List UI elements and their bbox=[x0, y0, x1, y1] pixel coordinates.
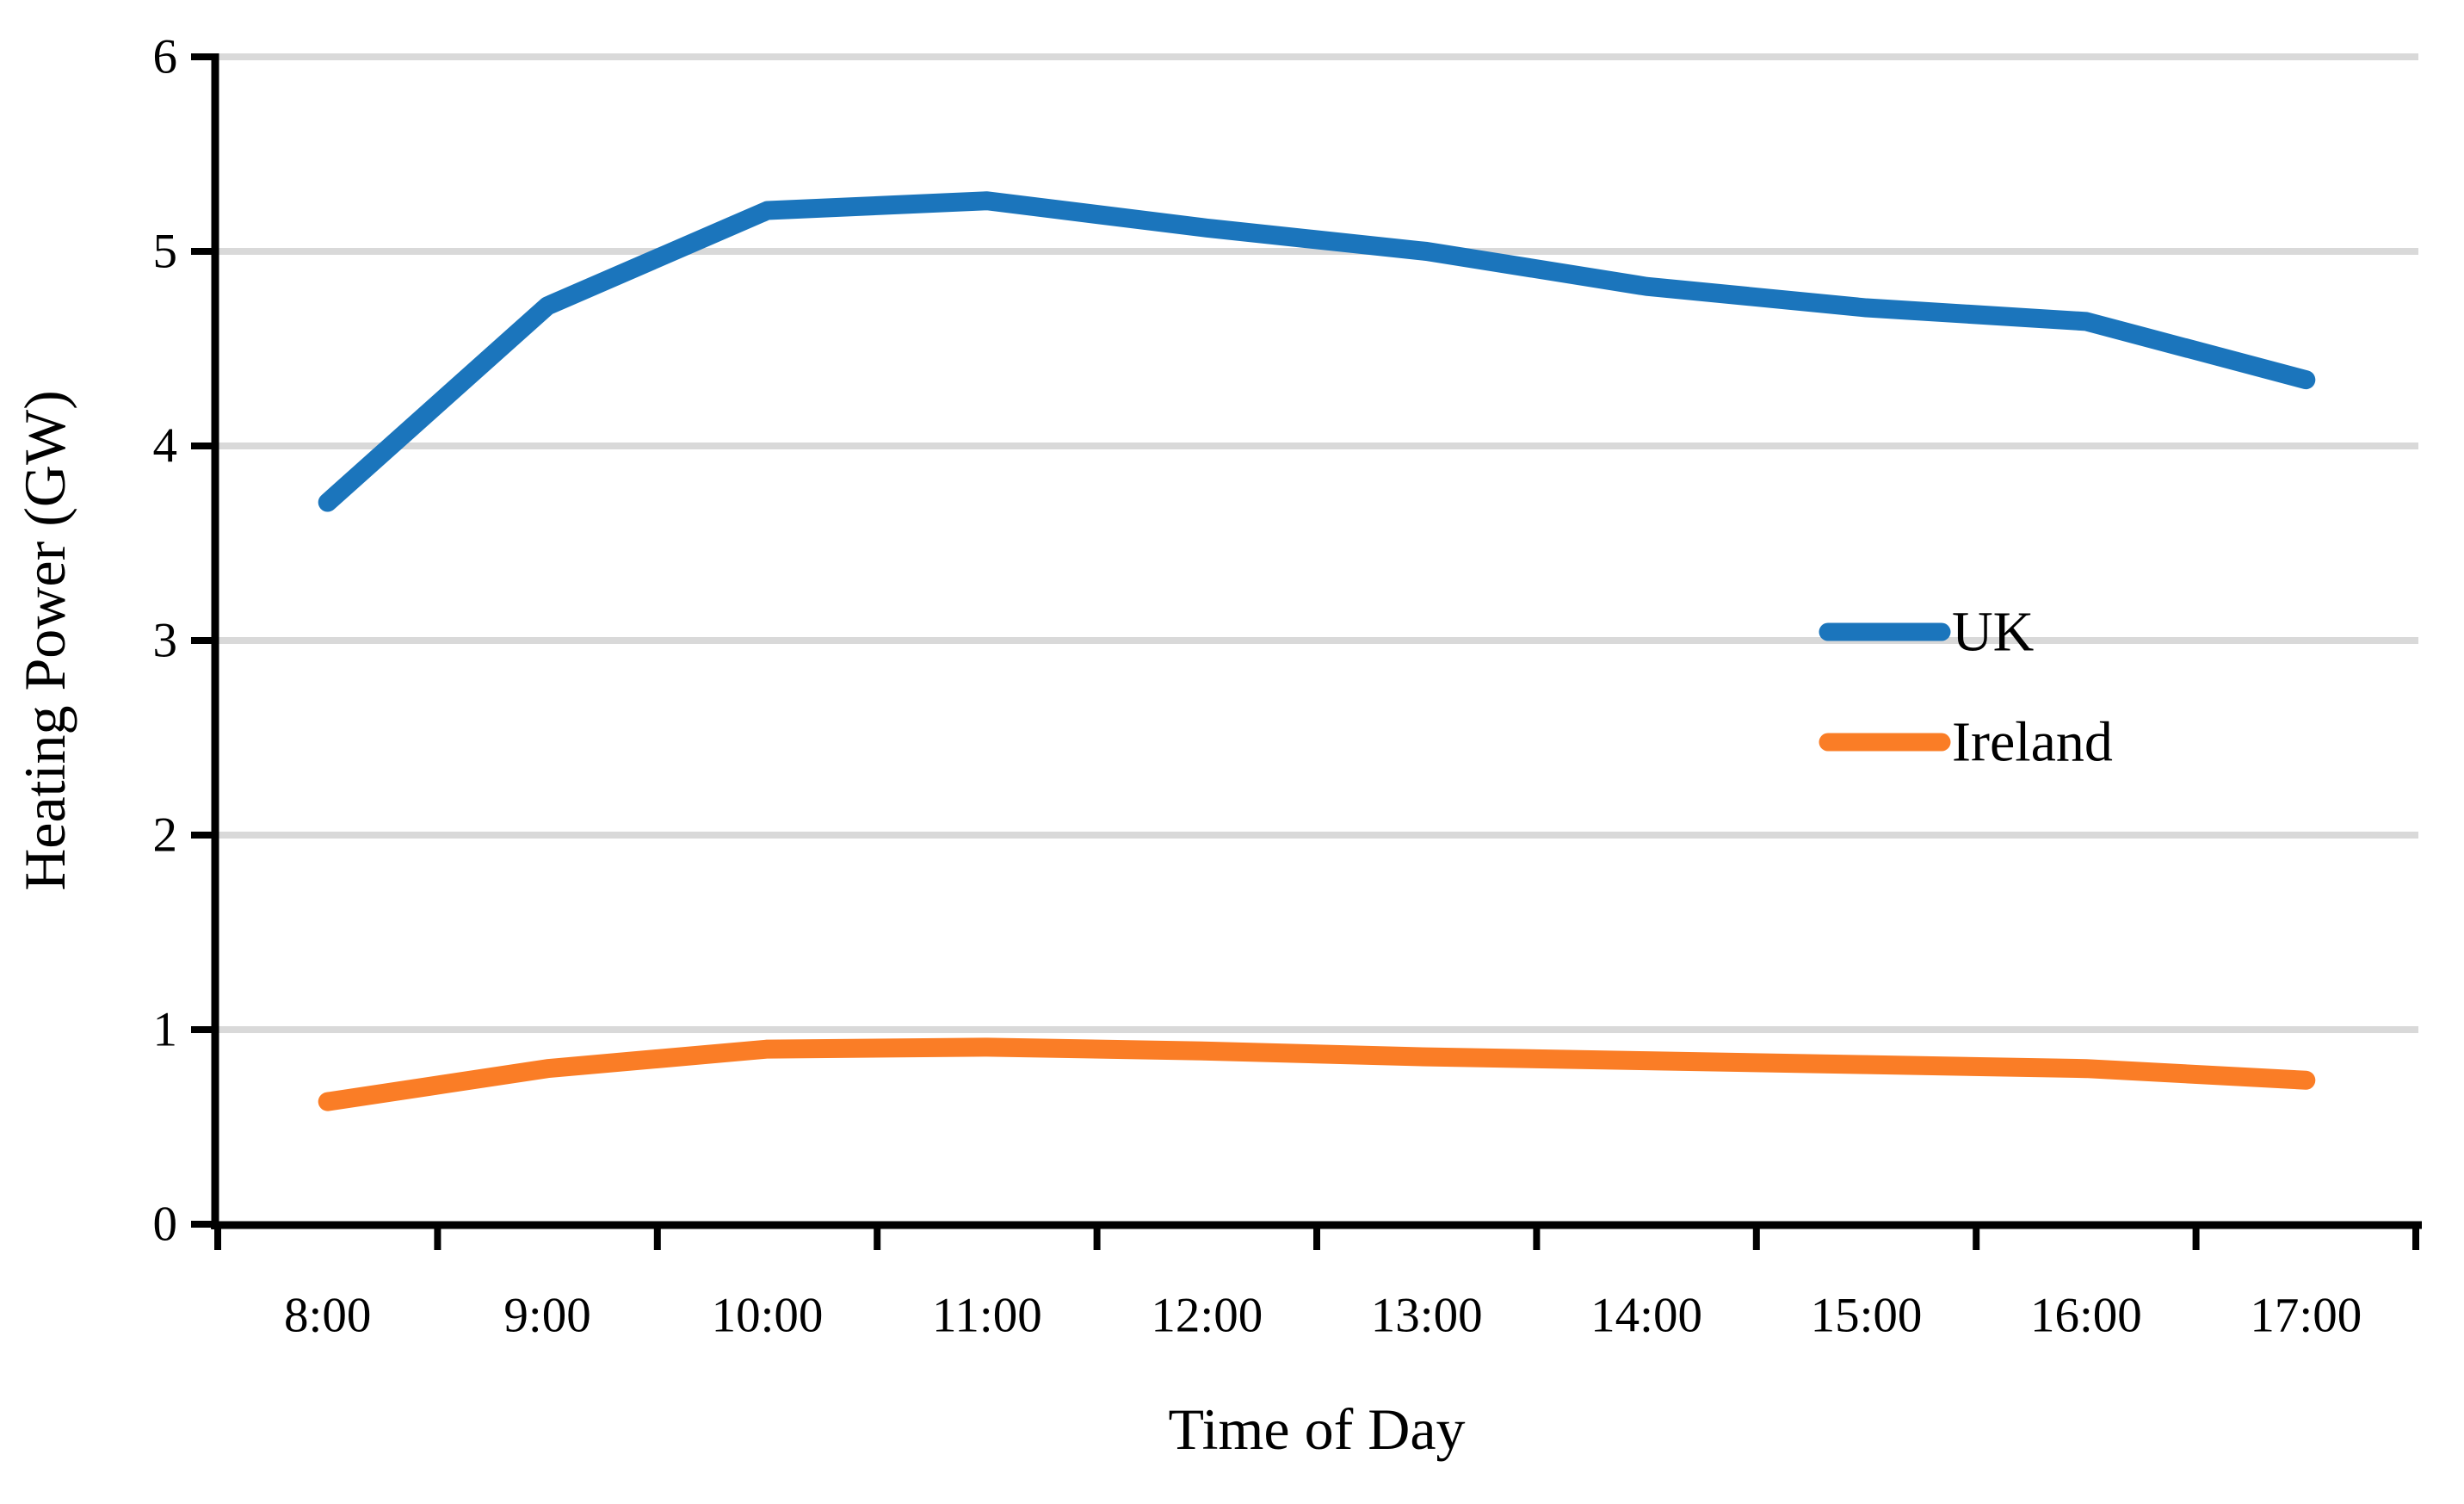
y-tick-label-3: 3 bbox=[153, 614, 178, 668]
legend: UK Ireland bbox=[1819, 601, 2113, 774]
y-tick-label-1: 1 bbox=[153, 1003, 178, 1057]
x-tick-label-1200: 12:00 bbox=[1151, 1289, 1263, 1343]
x-tick-label-1700: 17:00 bbox=[2250, 1289, 2362, 1343]
x-tick-label-1500: 15:00 bbox=[1811, 1289, 1923, 1343]
x-tick-label-900: 9:00 bbox=[503, 1289, 590, 1343]
x-axis-title: Time of Day bbox=[1168, 1396, 1465, 1462]
x-tick-label-1600: 16:00 bbox=[2030, 1289, 2142, 1343]
y-axis-title: Heating Power (GW) bbox=[12, 390, 77, 891]
x-tick-label-1100: 11:00 bbox=[932, 1289, 1042, 1343]
series-line-ireland bbox=[318, 1037, 2316, 1111]
x-tick-label-1400: 14:00 bbox=[1590, 1289, 1702, 1343]
x-tick-label-800: 8:00 bbox=[284, 1289, 371, 1343]
chart-generated-layer: 0 1 2 3 4 5 6 8:00 9:00 10:00 11:00 12:00 13:00 14:00… bbox=[153, 30, 2422, 1343]
legend-label-ireland: Ireland bbox=[1952, 711, 2113, 774]
x-tick-label-1000: 10:00 bbox=[712, 1289, 824, 1343]
x-tick-label-1300: 13:00 bbox=[1371, 1289, 1483, 1343]
y-tick-label-5: 5 bbox=[153, 225, 178, 279]
y-tick-label-0: 0 bbox=[153, 1198, 178, 1252]
series-line-uk bbox=[318, 191, 2316, 512]
y-tick-label-4: 4 bbox=[153, 419, 178, 473]
legend-label-uk: UK bbox=[1952, 601, 2034, 664]
y-tick-label-2: 2 bbox=[153, 808, 178, 863]
y-tick-label-6: 6 bbox=[153, 30, 178, 84]
